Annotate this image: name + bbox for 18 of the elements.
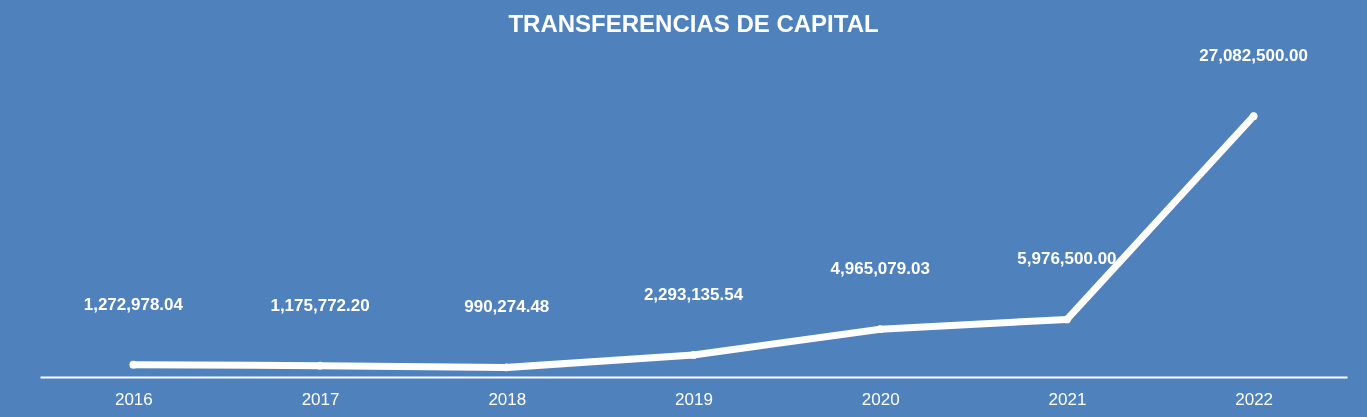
x-tick-label: 2021 <box>1048 389 1087 409</box>
data-label: 5,976,500.00 <box>1017 249 1117 269</box>
data-label: 27,082,500.00 <box>1199 46 1308 66</box>
x-tick-label: 2017 <box>301 389 340 409</box>
data-label: 1,272,978.04 <box>83 294 184 314</box>
x-tick-label: 2022 <box>1235 389 1274 409</box>
data-label: 990,274.48 <box>464 297 550 317</box>
x-tick-label: 2016 <box>114 389 153 409</box>
data-label: 4,965,079.03 <box>830 259 930 279</box>
point <box>1249 112 1258 121</box>
point <box>316 361 324 370</box>
x-tick-label: 2019 <box>675 389 713 409</box>
x-tick-label: 2018 <box>488 389 527 409</box>
data-label: 2,293,135.54 <box>643 284 744 304</box>
point <box>1063 315 1071 324</box>
x-tick-label: 2020 <box>861 389 900 409</box>
data-label: 1,175,772.20 <box>270 295 370 315</box>
chart-title: TRANSFERENCIAS DE CAPITAL <box>508 10 879 38</box>
